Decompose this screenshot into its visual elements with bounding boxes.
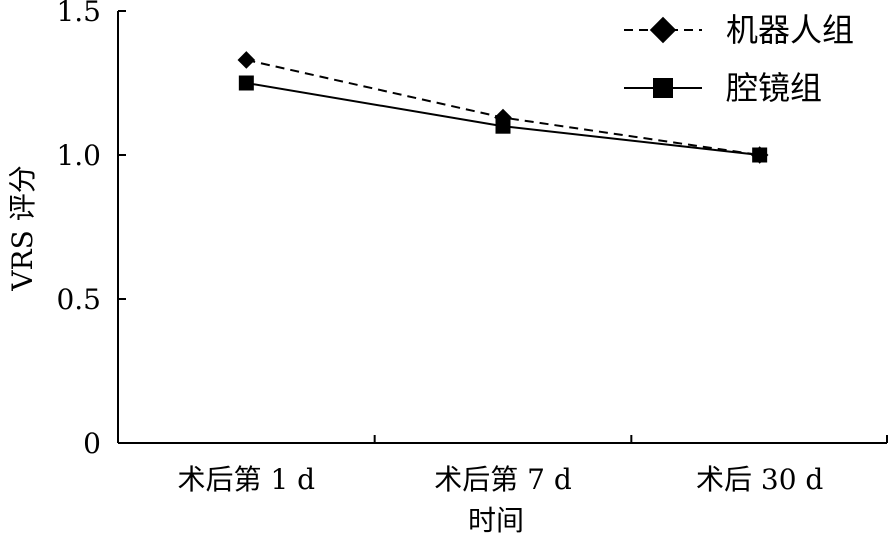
- legend-label: 机器人组: [726, 11, 854, 49]
- data-point: [238, 75, 254, 91]
- legend-marker: [649, 16, 677, 44]
- axes: 0 0.5 1.0 1.5 术后第 1 d 术后第 7 d 术后 30 d: [56, 0, 888, 496]
- legend-label: 腔镜组: [726, 69, 822, 107]
- series-group: [238, 75, 768, 163]
- y-tick-label: 0: [83, 427, 101, 460]
- x-tick-label: 术后第 1 d: [178, 463, 316, 496]
- data-point: [752, 147, 768, 163]
- legend-marker: [653, 78, 673, 98]
- y-tick-label: 1.5: [56, 0, 101, 28]
- x-axis-label: 时间: [468, 504, 524, 537]
- data-point: [237, 51, 256, 69]
- legend-item: 机器人组: [624, 11, 854, 49]
- series-line: [246, 58, 760, 156]
- y-axis-label: VRS 评分: [6, 165, 39, 291]
- y-tick-label: 0.5: [56, 283, 101, 316]
- data-point: [495, 118, 511, 134]
- series-layer: [237, 51, 769, 164]
- legend-item: 腔镜组: [624, 69, 822, 107]
- y-tick-label: 1.0: [56, 139, 101, 172]
- x-tick-label: 术后 30 d: [696, 463, 823, 496]
- x-tick-label: 术后第 7 d: [434, 463, 572, 496]
